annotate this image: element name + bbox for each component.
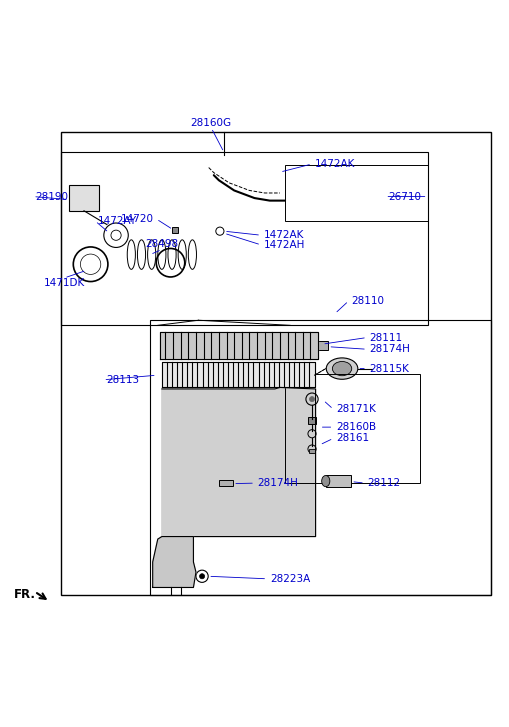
Bar — [150, 320, 491, 595]
Text: 1472AY: 1472AY — [98, 216, 137, 226]
Text: 28160G: 28160G — [191, 118, 232, 128]
Ellipse shape — [322, 475, 330, 486]
Circle shape — [200, 574, 205, 579]
Text: 28160B: 28160B — [336, 422, 376, 432]
Bar — [285, 374, 420, 483]
Circle shape — [309, 397, 315, 402]
Text: 1471DK: 1471DK — [43, 278, 85, 288]
Ellipse shape — [332, 361, 352, 376]
Text: 26710: 26710 — [388, 191, 421, 201]
Polygon shape — [162, 363, 315, 387]
Text: 28171K: 28171K — [336, 404, 376, 414]
Bar — [61, 132, 491, 595]
Bar — [219, 480, 233, 486]
Text: 28112: 28112 — [367, 478, 401, 488]
Ellipse shape — [326, 358, 358, 379]
Text: FR.: FR. — [14, 588, 36, 601]
Bar — [326, 475, 351, 486]
Text: 28111: 28111 — [370, 332, 403, 342]
Text: 28223A: 28223A — [270, 574, 310, 584]
Bar — [69, 185, 99, 211]
Text: 28110: 28110 — [351, 296, 384, 306]
Polygon shape — [162, 387, 316, 537]
Bar — [61, 152, 428, 325]
Text: 28174H: 28174H — [370, 345, 410, 354]
Text: 1472AK: 1472AK — [315, 159, 355, 169]
Bar — [317, 341, 328, 350]
Text: 28190: 28190 — [36, 191, 69, 201]
Text: 14720: 14720 — [121, 214, 154, 224]
Polygon shape — [160, 332, 318, 359]
Bar — [172, 227, 178, 233]
Bar — [309, 449, 315, 453]
Polygon shape — [153, 537, 196, 587]
Text: 28115K: 28115K — [370, 364, 409, 374]
Bar — [285, 165, 428, 221]
Text: 1472AH: 1472AH — [264, 240, 305, 250]
Text: 28174H: 28174H — [258, 478, 298, 488]
Text: 28161: 28161 — [336, 433, 369, 443]
Text: 28498: 28498 — [145, 239, 179, 249]
Text: 1472AK: 1472AK — [264, 230, 304, 240]
Bar — [308, 417, 316, 424]
Text: 28113: 28113 — [106, 375, 139, 385]
